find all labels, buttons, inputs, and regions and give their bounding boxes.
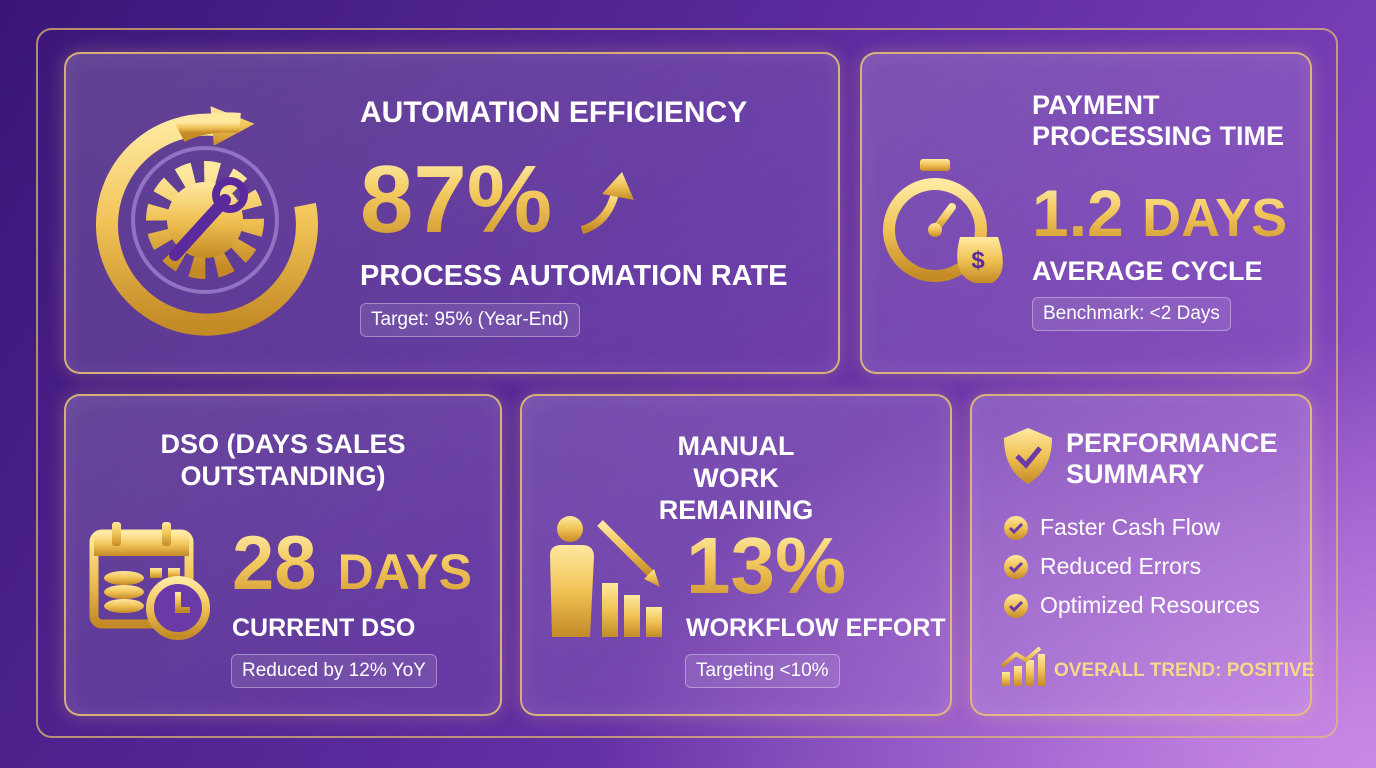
icon-shape	[1002, 672, 1010, 686]
value-unit: DAYS	[1142, 188, 1288, 248]
icon-shape	[1015, 446, 1042, 469]
card-note: Reduced by 12% YoY	[231, 654, 437, 688]
icon-shape	[646, 607, 662, 637]
card-label: PROCESS AUTOMATION RATE	[360, 260, 788, 292]
value-number: 28	[232, 521, 317, 606]
summary-trend: OVERALL TREND: POSITIVE	[1054, 660, 1315, 681]
icon-shape	[1026, 660, 1034, 686]
icon-shape	[1014, 666, 1022, 686]
check-icon	[1004, 516, 1028, 540]
check-icon	[1004, 594, 1028, 618]
card-note: Targeting <10%	[685, 654, 840, 688]
summary-item: Faster Cash Flow	[1040, 514, 1221, 540]
frame	[36, 28, 1338, 738]
shield-icon	[1004, 428, 1052, 484]
calendar-icon	[89, 522, 210, 640]
card-value: 28 DAYS	[232, 524, 472, 612]
icon-glyph: $	[971, 247, 985, 274]
card-note: Target: 95% (Year-End)	[360, 303, 580, 337]
icon-shape	[104, 599, 144, 613]
icon-shape	[1038, 654, 1045, 686]
icon-shape	[104, 571, 144, 585]
card-value: 13%	[686, 521, 847, 610]
icon-shape	[597, 520, 655, 578]
card-title: PAYMENT PROCESSING TIME	[1032, 90, 1285, 151]
icon-shape	[1008, 522, 1024, 535]
icon-shape	[928, 223, 942, 237]
summary-title: PERFORMANCE SUMMARY	[1066, 428, 1278, 489]
icon-shape	[162, 522, 171, 546]
card-note: Benchmark: <2 Days	[1032, 297, 1231, 331]
summary-item: Optimized Resources	[1040, 592, 1260, 618]
icon-shape	[1000, 646, 1042, 668]
icon-shape	[957, 237, 1003, 283]
card-label: CURRENT DSO	[232, 614, 416, 642]
value-number: 1.2	[1032, 176, 1124, 250]
icon-shape	[602, 583, 618, 637]
icon-shape	[644, 569, 660, 587]
icon-shape	[95, 113, 318, 336]
trend-icon	[1000, 646, 1045, 686]
icon-shape	[920, 159, 950, 171]
automation-icon	[95, 106, 318, 336]
manual-work-icon	[550, 516, 662, 637]
icon-shape	[146, 161, 264, 279]
icon-shape	[1008, 600, 1024, 613]
icon-shape	[175, 112, 241, 143]
icon-shape	[550, 545, 594, 637]
icon-shape	[131, 146, 279, 294]
value-unit: DAYS	[337, 544, 472, 600]
icon-shape	[212, 177, 248, 213]
icon-shape	[112, 522, 121, 546]
icon-shape	[602, 172, 634, 200]
icon-shape	[580, 188, 620, 234]
card-value: 87%	[360, 146, 553, 253]
card-title: AUTOMATION EFFICIENCY	[360, 96, 748, 129]
icon-shape	[150, 568, 162, 578]
stopwatch-icon: $	[883, 159, 1003, 283]
icon-shape	[1008, 561, 1024, 574]
card-title: MANUAL WORK REMAINING	[658, 431, 814, 525]
card-label: AVERAGE CYCLE	[1032, 256, 1263, 286]
icon-shape	[175, 592, 190, 613]
icon-shape	[1004, 428, 1052, 484]
up-arrow	[580, 172, 634, 234]
icon-shape	[104, 585, 144, 599]
card-title: DSO (DAYS SALES OUTSTANDING)	[160, 429, 406, 491]
icon-shape	[169, 194, 231, 261]
icon-shape	[557, 516, 583, 542]
check-icon	[1004, 555, 1028, 579]
summary-item: Reduced Errors	[1040, 553, 1202, 579]
card-label: WORKFLOW EFFORT	[686, 614, 946, 642]
icon-shape	[624, 595, 640, 637]
icon-shape	[168, 568, 180, 578]
card-value: 1.2 DAYS	[1032, 178, 1287, 253]
icon-shape	[94, 534, 189, 556]
card	[860, 52, 1312, 374]
icon-shape	[883, 178, 987, 282]
